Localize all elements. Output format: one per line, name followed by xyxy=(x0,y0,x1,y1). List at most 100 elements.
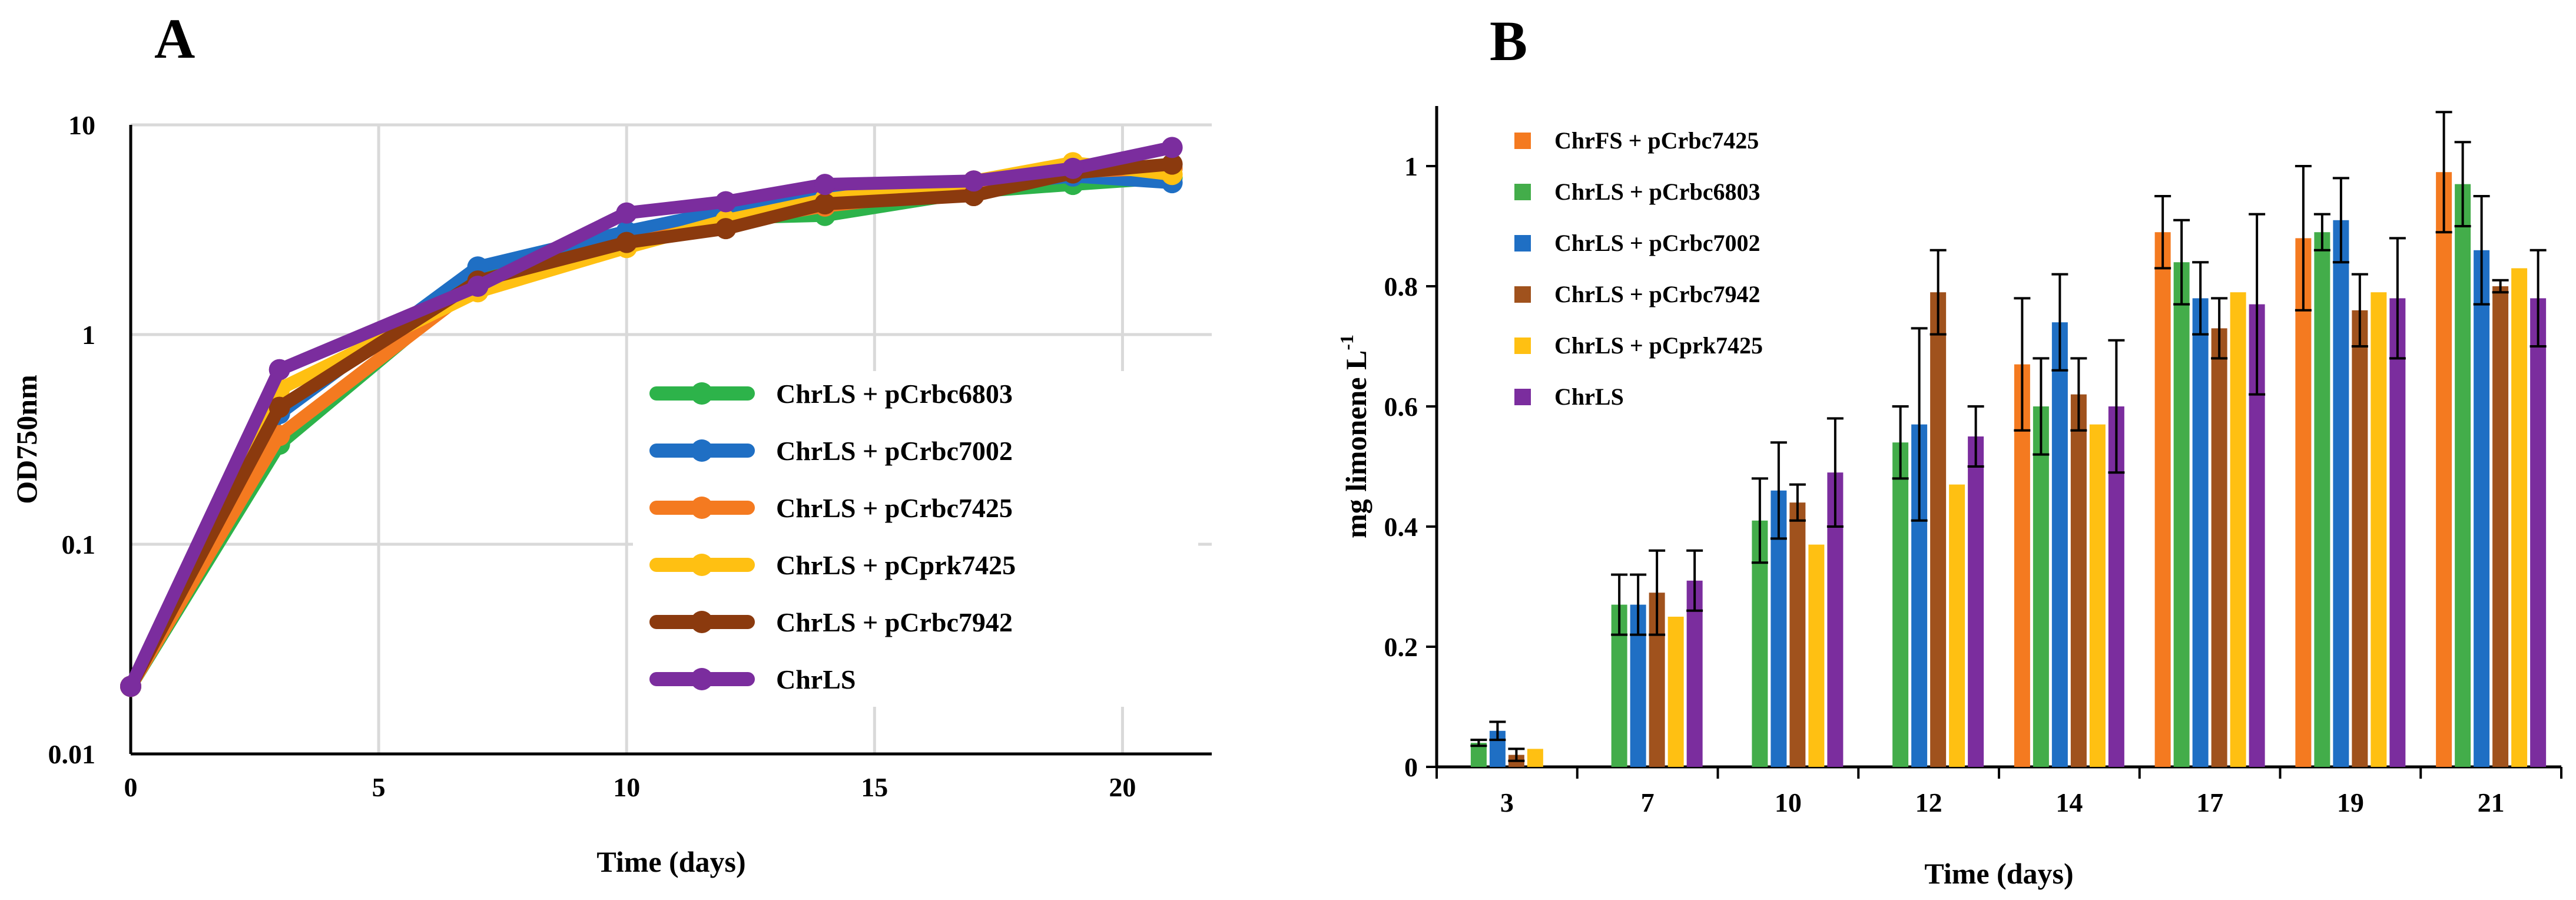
legend-swatch xyxy=(1514,338,1531,354)
y-tick-label: 10 xyxy=(68,110,95,140)
legend-label: ChrLS + pCprk7425 xyxy=(1554,332,1763,359)
legend-swatch-marker xyxy=(691,497,713,519)
legend-label: ChrLS + pCrbc7942 xyxy=(1554,281,1761,307)
bar xyxy=(1667,617,1684,767)
y-tick-label: 0.1 xyxy=(62,530,96,560)
data-point xyxy=(616,231,638,253)
limonene-bar-chart: 0 0.2 0.4 0.6 0.8 1 3 7 10 12 14 17 19 21 Time (days) m… xyxy=(1336,106,2562,890)
legend-label: ChrLS xyxy=(776,664,856,694)
y-axis-title-main: mg limonene L xyxy=(1340,350,1372,538)
panel-a-letter: A xyxy=(154,7,195,70)
legend-swatch xyxy=(1514,133,1531,149)
bar xyxy=(2314,232,2330,767)
bar xyxy=(2333,220,2349,767)
bar xyxy=(2511,268,2528,767)
legend-box xyxy=(633,371,1198,707)
bar xyxy=(1789,502,1806,767)
bar xyxy=(2033,406,2049,767)
bar xyxy=(2371,292,2387,767)
bar xyxy=(2051,322,2068,767)
x-tick-label: 0 xyxy=(124,772,138,802)
legend-box xyxy=(1504,115,1834,415)
bar xyxy=(2389,298,2406,767)
bar xyxy=(2211,328,2227,767)
x-tick-label: 10 xyxy=(613,772,640,802)
data-point xyxy=(268,396,290,418)
bar xyxy=(2455,184,2471,767)
bar xyxy=(1968,436,1984,767)
legend-swatch xyxy=(1514,184,1531,200)
legend-label: ChrLS + pCrbc7002 xyxy=(776,436,1013,466)
x-tick-label: 3 xyxy=(1500,788,1514,818)
x-tick-label: 20 xyxy=(1109,772,1136,802)
data-point xyxy=(268,359,290,380)
bar xyxy=(2295,238,2312,767)
legend-swatch xyxy=(1514,235,1531,252)
bar xyxy=(2089,424,2106,767)
data-point xyxy=(1062,157,1084,179)
x-tick-label: 15 xyxy=(861,772,888,802)
data-point xyxy=(963,170,984,192)
y-tick-label: 0.6 xyxy=(1384,392,1418,422)
legend-swatch-marker xyxy=(691,611,713,633)
bar xyxy=(2436,172,2452,767)
x-tick-label: 12 xyxy=(1915,788,1942,818)
y-tick-label: 0.01 xyxy=(48,739,96,769)
data-point xyxy=(120,676,141,697)
y-tick-label: 1 xyxy=(82,320,95,350)
bar xyxy=(1808,544,1825,767)
x-tick-label: 14 xyxy=(2056,788,2083,818)
data-point xyxy=(1161,137,1183,158)
y-tick-label: 0.8 xyxy=(1384,272,1418,302)
x-tick-label: 19 xyxy=(2337,788,2364,818)
data-point xyxy=(715,218,737,240)
data-point xyxy=(814,193,836,215)
legend-label: ChrLS + pCrbc6803 xyxy=(1554,178,1761,205)
legend-label: ChrLS + pCprk7425 xyxy=(776,550,1016,580)
data-point xyxy=(715,191,737,213)
x-axis-title: Time (days) xyxy=(1924,857,2073,890)
legend-swatch-marker xyxy=(691,439,713,462)
x-tick-label: 5 xyxy=(372,772,386,802)
data-point xyxy=(963,185,984,207)
panel-b-letter: B xyxy=(1490,9,1527,72)
legend: ChrFS + pCrbc7425 ChrLS + pCrbc6803 ChrLS … xyxy=(1504,115,1834,415)
data-point xyxy=(1161,153,1183,175)
bar xyxy=(1930,292,1947,767)
y-tick-label: 0 xyxy=(1404,752,1418,782)
legend-label: ChrFS + pCrbc7425 xyxy=(1554,127,1759,154)
bar xyxy=(2070,394,2087,767)
data-point xyxy=(467,275,489,297)
y-axis-title-sup: -1 xyxy=(1336,335,1357,350)
legend-label: ChrLS + pCrbc6803 xyxy=(776,379,1013,409)
bar xyxy=(1527,749,1543,767)
y-tick-label: 0.4 xyxy=(1384,512,1418,542)
x-tick-label: 10 xyxy=(1775,788,1802,818)
growth-curve-chart: 0 5 10 15 20 0.01 0.1 1 10 Time (days) OD750nm ChrL… xyxy=(10,110,1212,878)
y-tick-label: 0.2 xyxy=(1384,632,1418,662)
legend-label: ChrLS + pCrbc7002 xyxy=(1554,230,1761,256)
legend-swatch-marker xyxy=(691,668,713,690)
bar xyxy=(2530,298,2547,767)
x-tick-label: 17 xyxy=(2196,788,2223,818)
bar xyxy=(2352,310,2368,767)
bar xyxy=(2474,250,2490,767)
data-point xyxy=(814,174,836,196)
data-point xyxy=(616,202,638,224)
legend-swatch xyxy=(1514,389,1531,405)
bar xyxy=(2192,298,2209,767)
bar xyxy=(1949,484,1965,767)
x-tick-label: 21 xyxy=(2478,788,2505,818)
bar xyxy=(2492,286,2509,767)
y-axis-title: mg limonene L-1 xyxy=(1336,335,1372,538)
legend-swatch-marker xyxy=(691,554,713,576)
legend-swatch xyxy=(1514,286,1531,303)
y-tick-label: 1 xyxy=(1404,151,1418,181)
legend-label: ChrLS + pCrbc7425 xyxy=(776,493,1013,523)
bar xyxy=(2173,262,2190,767)
x-axis-title: Time (days) xyxy=(596,845,745,878)
legend-swatch-marker xyxy=(691,382,713,405)
y-axis-title: OD750nm xyxy=(10,375,43,504)
x-tick-label: 7 xyxy=(1641,788,1655,818)
